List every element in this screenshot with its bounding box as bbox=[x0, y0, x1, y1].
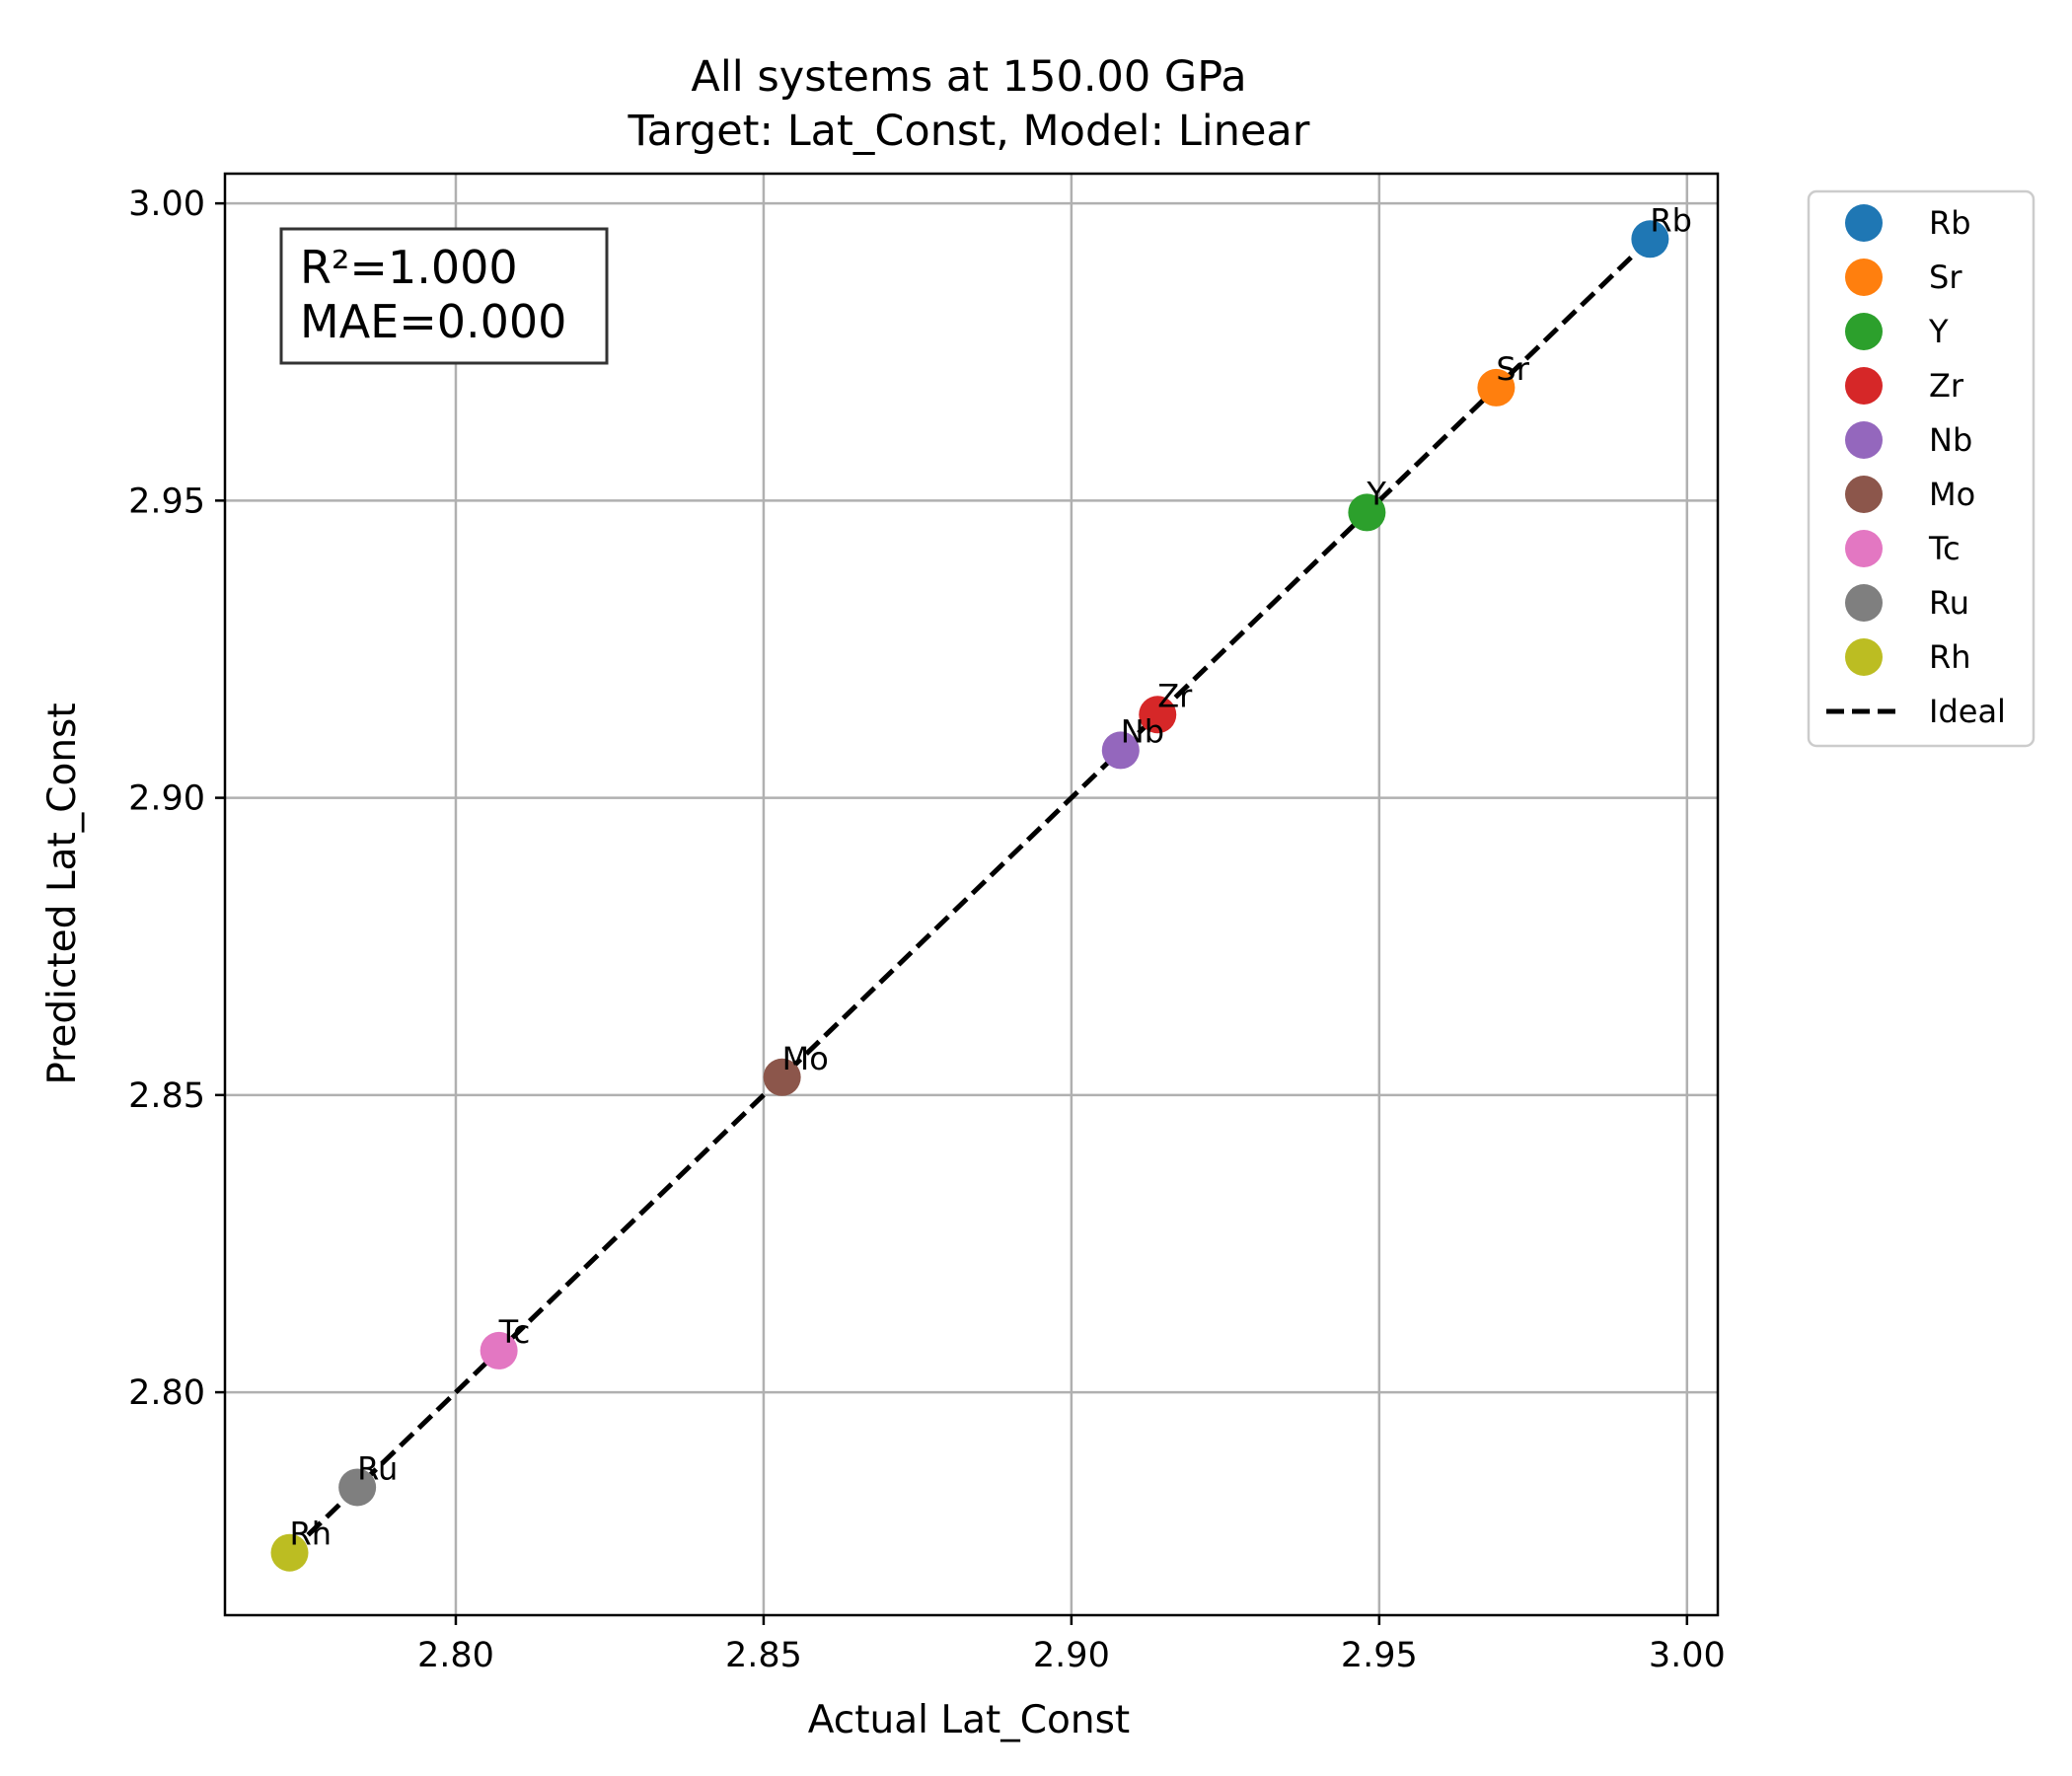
point-label-nb: Nb bbox=[1121, 712, 1164, 750]
y-tick-label: 2.85 bbox=[128, 1076, 205, 1116]
legend-label-y: Y bbox=[1928, 313, 1949, 350]
legend-frame bbox=[1807, 189, 2035, 748]
point-label-sr: Sr bbox=[1496, 350, 1529, 388]
point-label-mo: Mo bbox=[782, 1040, 829, 1077]
data-points bbox=[270, 220, 1669, 1572]
legend-label-ru: Ru bbox=[1929, 584, 1969, 622]
legend-label-mo: Mo bbox=[1929, 476, 1975, 513]
legend-marker-nb bbox=[1845, 421, 1883, 459]
data-point-rb bbox=[1631, 220, 1669, 259]
data-point-y bbox=[1348, 493, 1386, 532]
legend-marker-zr bbox=[1845, 367, 1883, 405]
ideal-line bbox=[287, 237, 1653, 1555]
legend-marker-rb bbox=[1845, 204, 1883, 242]
point-label-tc: Tc bbox=[498, 1313, 531, 1351]
x-tick-label: 2.95 bbox=[1341, 1636, 1418, 1675]
plot-frame bbox=[223, 172, 1720, 1617]
legend-label-rb: Rb bbox=[1929, 204, 1971, 242]
legend-label-rh: Rh bbox=[1929, 638, 1971, 676]
legend-label-nb: Nb bbox=[1929, 421, 1972, 459]
ideal-line-layer bbox=[287, 237, 1653, 1555]
data-point-nb bbox=[1101, 731, 1140, 770]
x-tick-label: 3.00 bbox=[1649, 1636, 1726, 1675]
chart-subtitle: Target: Lat_Const, Model: Linear bbox=[628, 107, 1310, 156]
y-tick-label: 2.95 bbox=[128, 481, 205, 521]
legend-marker-mo bbox=[1845, 476, 1883, 513]
x-axis-label: Actual Lat_Const bbox=[808, 1698, 1130, 1742]
legend-label-zr: Zr bbox=[1929, 367, 1964, 405]
mae-value: MAE=0.000 bbox=[300, 295, 566, 348]
data-point-ru bbox=[338, 1468, 377, 1507]
legend-marker-ru bbox=[1845, 584, 1883, 622]
data-point-sr bbox=[1477, 368, 1516, 407]
grid bbox=[225, 174, 1718, 1615]
point-label-ru: Ru bbox=[357, 1449, 398, 1487]
legend-marker-y bbox=[1845, 313, 1883, 350]
stats-box-frame bbox=[279, 227, 609, 365]
legend-marker-sr bbox=[1845, 259, 1883, 296]
point-label-y: Y bbox=[1366, 475, 1386, 512]
data-point-rh bbox=[270, 1533, 309, 1572]
legend-marker-rh bbox=[1845, 638, 1883, 676]
x-tick-label: 2.85 bbox=[725, 1636, 802, 1675]
x-tick-label: 2.90 bbox=[1033, 1636, 1110, 1675]
x-axis-ticks: 2.80 2.85 2.90 2.95 3.00 bbox=[417, 1615, 1726, 1675]
point-label-rh: Rh bbox=[290, 1516, 333, 1553]
legend-label-tc: Tc bbox=[1928, 530, 1961, 567]
legend-label-sr: Sr bbox=[1929, 259, 1962, 296]
legend-label-ideal: Ideal bbox=[1929, 693, 2006, 730]
r2-value: R²=1.000 bbox=[300, 241, 518, 294]
y-tick-label: 2.90 bbox=[128, 779, 205, 819]
y-axis-label: Predicted Lat_Const bbox=[40, 703, 85, 1084]
legend-marker-tc bbox=[1845, 530, 1883, 567]
y-tick-label: 2.80 bbox=[128, 1373, 205, 1413]
y-tick-label: 3.00 bbox=[128, 185, 205, 224]
legend: Rb Sr Y Zr Nb Mo Tc Ru Rh Ideal bbox=[1807, 189, 2035, 748]
chart-title: All systems at 150.00 GPa bbox=[691, 52, 1246, 102]
data-point-mo bbox=[763, 1058, 801, 1096]
data-point-zr bbox=[1139, 696, 1177, 734]
data-point-tc bbox=[480, 1331, 518, 1369]
y-axis-ticks: 2.80 2.85 2.90 2.95 3.00 bbox=[128, 185, 225, 1413]
point-label-rb: Rb bbox=[1650, 201, 1692, 239]
x-tick-label: 2.80 bbox=[417, 1636, 494, 1675]
point-label-zr: Zr bbox=[1157, 677, 1193, 714]
stats-box: R²=1.000 MAE=0.000 bbox=[279, 227, 609, 365]
